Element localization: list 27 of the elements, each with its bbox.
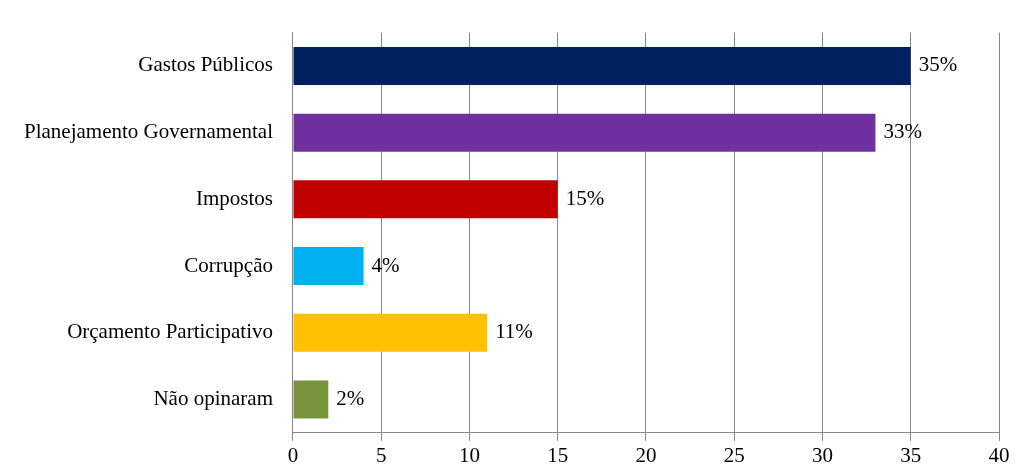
x-tick-label: 0: [287, 442, 299, 467]
y-tick-label: Impostos: [195, 185, 273, 210]
data-label: 35%: [918, 52, 958, 77]
data-label: 4%: [371, 252, 400, 277]
x-tick-label: 30: [812, 442, 833, 467]
x-tick-label: 25: [723, 442, 745, 467]
y-tick-label: Planejamento Governamental: [24, 119, 274, 144]
y-tick-label: Não opinaram: [153, 385, 273, 410]
x-tick-label: 20: [635, 442, 657, 467]
bar: [293, 180, 558, 219]
x-tick-label: 15: [547, 442, 569, 467]
data-label: 15%: [565, 185, 605, 210]
bar: [293, 313, 488, 352]
y-tick-label: Gastos Públicos: [138, 52, 273, 77]
x-tick-label: 10: [459, 442, 480, 467]
bar: [293, 46, 911, 85]
y-tick-label: Corrupção: [184, 252, 273, 277]
data-label: 33%: [883, 119, 922, 144]
bar: [293, 380, 329, 419]
data-label: 11%: [495, 319, 533, 344]
x-tick-label: 40: [988, 442, 1010, 467]
x-tick-label: 5: [376, 442, 387, 467]
data-label: 2%: [336, 385, 365, 410]
y-tick-label: Orçamento Participativo: [67, 319, 273, 344]
bar: [293, 113, 876, 152]
x-tick-label: 35: [900, 442, 922, 467]
bar: [293, 247, 364, 286]
